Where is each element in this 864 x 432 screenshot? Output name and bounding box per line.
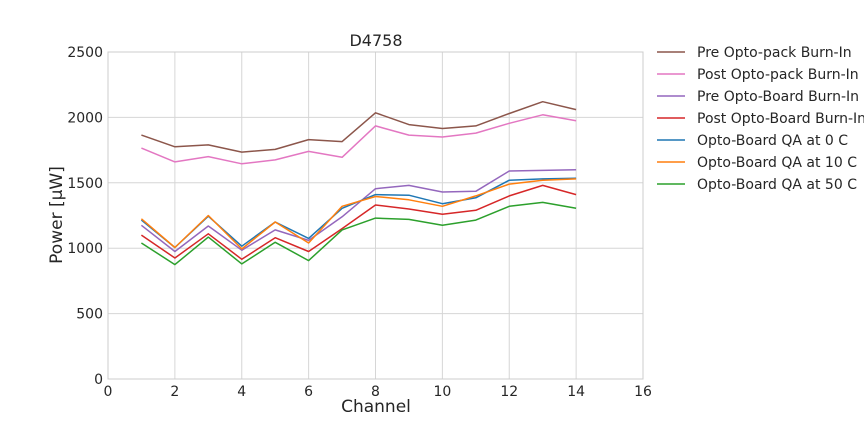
legend-label: Opto-Board QA at 50 C — [697, 177, 857, 193]
x-axis-label: Channel — [341, 397, 411, 417]
y-tick-label: 1000 — [67, 241, 103, 257]
y-ticks: 0 500 1000 1500 2000 2500 — [67, 45, 103, 388]
x-tick-label: 14 — [567, 384, 585, 400]
series-line-5 — [140, 177, 577, 249]
x-tick-label: 16 — [634, 384, 652, 400]
legend-label: Opto-Board QA at 10 C — [697, 155, 857, 171]
legend-label: Post Opto-pack Burn-In — [697, 67, 859, 83]
y-tick-label: 1500 — [67, 176, 103, 192]
y-tick-label: 500 — [76, 307, 103, 323]
legend-item: Pre Opto-Board Burn-In — [657, 89, 859, 105]
series-line-2 — [141, 114, 577, 165]
series-lines — [140, 100, 577, 266]
x-ticks: 0 2 4 6 8 10 12 14 16 — [104, 384, 652, 400]
x-tick-label: 0 — [104, 384, 113, 400]
x-tick-label: 4 — [237, 384, 246, 400]
series-line-6 — [140, 178, 577, 250]
x-tick-label: 2 — [170, 384, 179, 400]
legend: Pre Opto-pack Burn-In Post Opto-pack Burn… — [657, 45, 864, 193]
legend-label: Pre Opto-pack Burn-In — [697, 45, 852, 61]
x-tick-label: 10 — [433, 384, 451, 400]
y-tick-label: 2000 — [67, 110, 103, 126]
y-tick-label: 2500 — [67, 45, 103, 61]
series-line-3 — [140, 168, 577, 253]
y-tick-label: 0 — [94, 372, 103, 388]
series-line-1 — [141, 100, 577, 153]
grid — [107, 51, 644, 380]
legend-item: Post Opto-Board Burn-In — [657, 111, 864, 127]
legend-label: Post Opto-Board Burn-In — [697, 111, 864, 127]
y-axis-label: Power [μW] — [47, 166, 67, 264]
legend-item: Opto-Board QA at 10 C — [657, 155, 857, 171]
plot-frame — [107, 51, 644, 380]
series-line-7 — [140, 201, 577, 266]
legend-item: Opto-Board QA at 0 C — [657, 133, 848, 149]
series-line-4 — [140, 184, 577, 261]
legend-item: Pre Opto-pack Burn-In — [657, 45, 852, 61]
x-tick-label: 12 — [500, 384, 518, 400]
x-tick-label: 8 — [371, 384, 380, 400]
x-tick-label: 6 — [304, 384, 313, 400]
legend-item: Opto-Board QA at 50 C — [657, 177, 857, 193]
chart-title: D4758 — [349, 31, 402, 50]
legend-item: Post Opto-pack Burn-In — [657, 67, 859, 83]
legend-label: Opto-Board QA at 0 C — [697, 133, 848, 149]
legend-label: Pre Opto-Board Burn-In — [697, 89, 859, 105]
